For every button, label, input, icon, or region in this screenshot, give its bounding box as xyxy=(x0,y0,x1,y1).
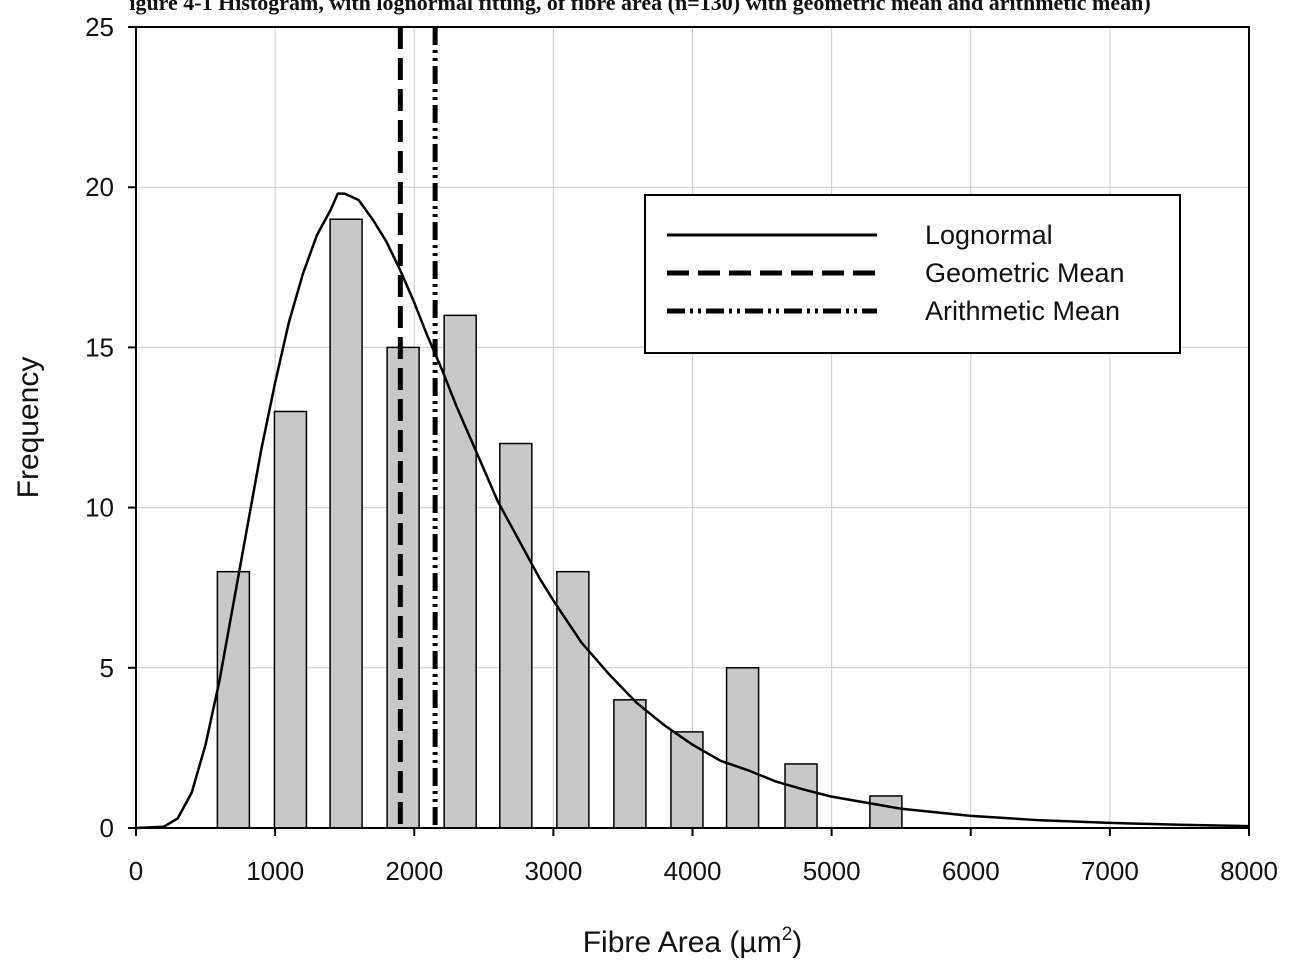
x-axis-title: Fibre Area (µm2) xyxy=(583,924,803,959)
x-axis-title-main: Fibre Area (µm xyxy=(583,926,782,959)
x-axis-title-suffix: ) xyxy=(792,926,802,959)
bar-5 xyxy=(443,314,477,829)
bar-11 xyxy=(784,763,818,829)
legend: Lognormal Geometric Mean Arithmetic Mean xyxy=(644,194,1181,354)
legend-label-geometric-mean: Geometric Mean xyxy=(925,258,1125,288)
bar-1 xyxy=(216,570,251,829)
x-tick-label-2000: 2000 xyxy=(385,856,443,886)
bar-8 xyxy=(613,699,647,829)
x-tick-label-1000: 1000 xyxy=(246,856,304,886)
bar-9 xyxy=(670,731,704,829)
x-tick-label-6000: 6000 xyxy=(942,856,1000,886)
bar-3 xyxy=(329,218,363,829)
y-tick-label-5: 5 xyxy=(100,653,114,683)
legend-label-lognormal: Lognormal xyxy=(925,220,1053,250)
figure-caption: igure 4-1 Histogram, with lognormal fitt… xyxy=(129,0,1150,15)
y-tick-label-15: 15 xyxy=(85,332,114,362)
x-tick-label-8000: 8000 xyxy=(1220,856,1278,886)
x-tick-label-0: 0 xyxy=(129,856,143,886)
x-axis-title-superscript: 2 xyxy=(782,924,793,945)
bar-7 xyxy=(556,570,590,829)
y-tick-label-10: 10 xyxy=(85,493,114,523)
bar-4 xyxy=(386,346,420,829)
y-tick-label-25: 25 xyxy=(85,12,114,42)
lognormal-curve xyxy=(135,192,1250,830)
lognormal-curve-layer xyxy=(135,192,1250,830)
bar-12 xyxy=(869,795,903,829)
legend-label-arithmetic-mean: Arithmetic Mean xyxy=(925,296,1120,326)
y-axis-title: Frequency xyxy=(12,357,45,499)
axis-ticks: 0 1000 2000 3000 4000 5000 6000 7000 8000 0 5 10 15 2… xyxy=(85,12,1278,886)
y-tick-label-0: 0 xyxy=(100,813,114,843)
bars xyxy=(216,218,903,829)
bar-2 xyxy=(273,410,308,829)
x-tick-label-7000: 7000 xyxy=(1081,856,1139,886)
x-tick-label-4000: 4000 xyxy=(664,856,722,886)
x-tick-label-3000: 3000 xyxy=(524,856,582,886)
x-tick-label-5000: 5000 xyxy=(803,856,861,886)
y-tick-label-20: 20 xyxy=(85,172,114,202)
bar-6 xyxy=(499,442,533,829)
bar-10 xyxy=(725,667,760,829)
reference-lines xyxy=(397,27,438,828)
